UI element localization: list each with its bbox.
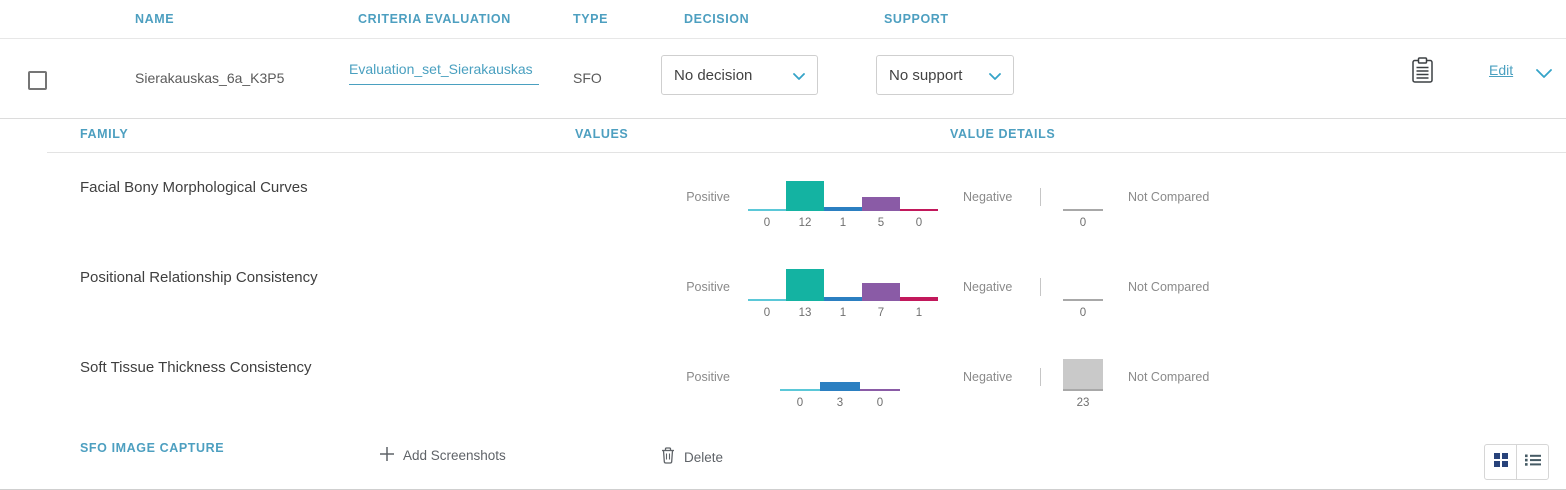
not-compared-chart: 0	[1063, 209, 1103, 230]
add-screenshots-button[interactable]: Add Screenshots	[374, 446, 512, 465]
negative-label: Negative	[963, 370, 1013, 384]
values-histogram: 0 13 1 7 1	[748, 269, 938, 320]
list-view-icon	[1524, 453, 1541, 471]
support-value: No support	[889, 66, 963, 84]
subcolumn-header-family: FAMILY	[80, 127, 129, 141]
notes-button[interactable]	[1411, 57, 1434, 87]
delete-label: Delete	[684, 449, 724, 465]
family-name: Positional Relationship Consistency	[80, 269, 318, 286]
grid-view-icon	[1493, 452, 1508, 472]
plus-icon	[380, 447, 394, 464]
subtable-divider	[47, 152, 1566, 153]
column-header-support: SUPPORT	[884, 12, 949, 26]
family-row: Positional Relationship Consistency Posi…	[0, 243, 1566, 333]
not-compared-label: Not Compared	[1128, 370, 1210, 384]
family-row: Facial Bony Morphological Curves Positiv…	[0, 153, 1566, 243]
positive-label: Positive	[686, 280, 730, 294]
subcolumn-header-value-details: VALUE DETAILS	[950, 127, 1056, 141]
chevron-down-icon	[1536, 66, 1552, 81]
negative-label: Negative	[963, 190, 1013, 204]
chevron-down-icon	[793, 67, 805, 84]
family-row: Soft Tissue Thickness Consistency Positi…	[0, 333, 1566, 423]
add-screenshots-label: Add Screenshots	[403, 448, 506, 463]
row-expander[interactable]	[1536, 66, 1552, 81]
clipboard-icon	[1411, 57, 1434, 87]
column-header-name: NAME	[135, 12, 175, 26]
view-toggle-group	[1484, 444, 1549, 480]
decision-dropdown[interactable]: No decision	[661, 55, 818, 95]
column-header-decision: DECISION	[684, 12, 750, 26]
column-header-criteria-evaluation: CRITERIA EVALUATION	[358, 12, 511, 26]
trash-icon	[661, 447, 675, 467]
header-divider	[0, 38, 1566, 39]
not-compared-chart: 23	[1063, 359, 1103, 410]
not-compared-chart: 0	[1063, 299, 1103, 320]
record-name: Sierakauskas_6a_K3P5	[135, 70, 285, 86]
separator-line	[1040, 188, 1041, 206]
not-compared-label: Not Compared	[1128, 280, 1210, 294]
row-checkbox[interactable]	[28, 71, 47, 90]
values-histogram: 0 12 1 5 0	[748, 181, 938, 230]
record-type: SFO	[573, 70, 602, 86]
separator-line	[1040, 368, 1041, 386]
list-view-button[interactable]	[1516, 445, 1548, 479]
subcolumn-header-values: VALUES	[575, 127, 629, 141]
not-compared-label: Not Compared	[1128, 190, 1210, 204]
chevron-down-icon	[989, 67, 1001, 84]
grid-view-button[interactable]	[1485, 445, 1516, 479]
row-divider	[0, 118, 1566, 119]
sfo-image-capture-label: SFO IMAGE CAPTURE	[80, 441, 225, 455]
delete-button[interactable]: Delete	[655, 446, 729, 468]
positive-label: Positive	[686, 190, 730, 204]
edit-link[interactable]: Edit	[1489, 62, 1514, 78]
family-name: Soft Tissue Thickness Consistency	[80, 359, 312, 376]
separator-line	[1040, 278, 1041, 296]
criteria-evaluation-field[interactable]: Evaluation_set_Sierakauskas	[349, 61, 539, 85]
support-dropdown[interactable]: No support	[876, 55, 1014, 95]
positive-label: Positive	[686, 370, 730, 384]
family-name: Facial Bony Morphological Curves	[80, 179, 308, 196]
negative-label: Negative	[963, 280, 1013, 294]
decision-value: No decision	[674, 66, 753, 84]
column-header-type: TYPE	[573, 12, 609, 26]
